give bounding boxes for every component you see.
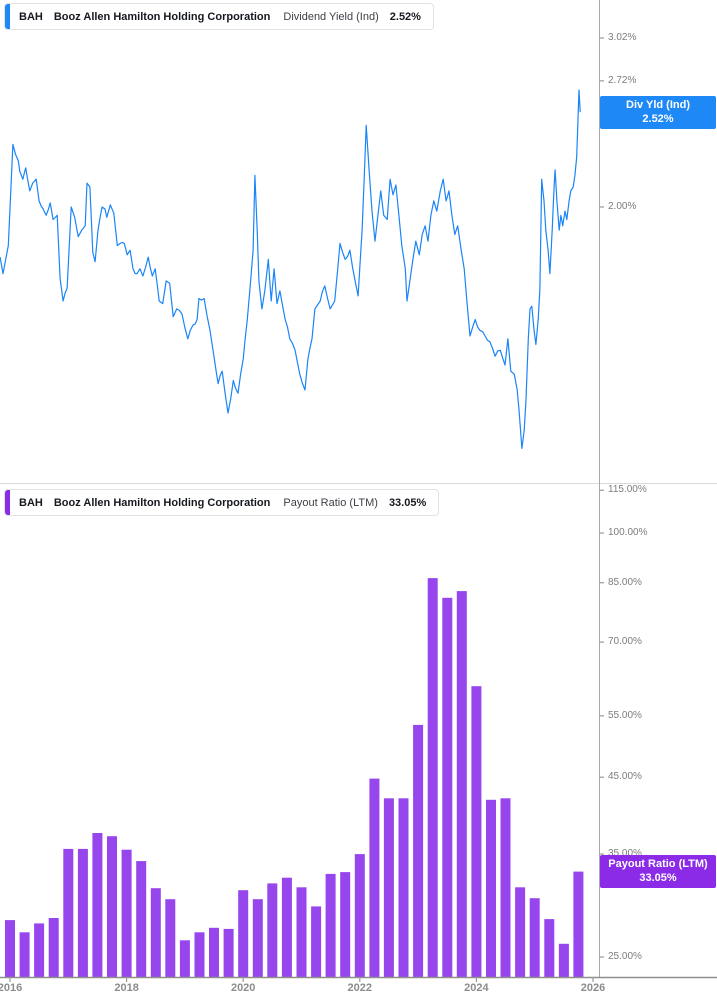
ticker-symbol: BAH bbox=[19, 10, 43, 23]
chart-legend-payout-ratio[interactable]: BAH Booz Allen Hamilton Holding Corporat… bbox=[4, 489, 440, 516]
payout-ratio-bar[interactable] bbox=[34, 923, 45, 977]
x-axis-label: 2020 bbox=[230, 982, 256, 994]
y-axis-label: 2.00% bbox=[608, 200, 637, 212]
y-axis-label: 45.00% bbox=[608, 771, 642, 783]
payout-ratio-bar[interactable] bbox=[573, 871, 584, 977]
payout-ratio-bar[interactable] bbox=[63, 848, 74, 977]
x-axis-label: 2018 bbox=[114, 982, 139, 994]
payout-ratio-bar[interactable] bbox=[354, 854, 365, 977]
y-axis-label: 35.00% bbox=[608, 848, 642, 860]
payout-ratio-bar[interactable] bbox=[544, 919, 555, 977]
metric-name: Payout Ratio (LTM) bbox=[283, 496, 378, 509]
payout-ratio-bar[interactable] bbox=[486, 799, 496, 977]
payout-ratio-bar[interactable] bbox=[500, 798, 511, 977]
payout-ratio-bar[interactable] bbox=[558, 943, 569, 977]
y-axis-label: 55.00% bbox=[608, 709, 642, 721]
x-axis-label: 2022 bbox=[347, 982, 373, 994]
payout-ratio-bar[interactable] bbox=[252, 899, 263, 977]
payout-ratio-bar[interactable] bbox=[121, 849, 132, 977]
tag-metric-label: Payout Ratio (LTM) bbox=[608, 858, 708, 871]
payout-ratio-bar[interactable] bbox=[194, 932, 205, 977]
payout-ratio-bar[interactable] bbox=[456, 591, 467, 977]
x-axis-label: 2016 bbox=[0, 982, 23, 994]
series-color-bar bbox=[5, 4, 10, 29]
tag-metric-label: Div Yld (Ind) bbox=[626, 98, 690, 111]
company-name: Booz Allen Hamilton Holding Corporation bbox=[53, 496, 271, 509]
payout-ratio-bar[interactable] bbox=[238, 890, 249, 977]
payout-ratio-bar[interactable] bbox=[369, 778, 380, 977]
payout-ratio-bar[interactable] bbox=[179, 940, 190, 977]
payout-ratio-bar[interactable] bbox=[107, 836, 117, 977]
payout-ratio-bar[interactable] bbox=[515, 887, 526, 977]
payout-ratio-bar[interactable] bbox=[5, 920, 15, 977]
y-axis-label: 85.00% bbox=[608, 576, 642, 588]
payout-ratio-bar[interactable] bbox=[340, 872, 351, 977]
payout-ratio-bar[interactable] bbox=[383, 798, 394, 977]
current-value-tag-div-yld[interactable]: Div Yld (Ind) 2.52% bbox=[600, 95, 716, 129]
ticker-symbol: BAH bbox=[19, 496, 43, 509]
y-axis-label: 3.02% bbox=[608, 31, 637, 43]
y-axis-label: 70.00% bbox=[608, 636, 642, 648]
chart-legend-dividend-yield[interactable]: BAH Booz Allen Hamilton Holding Corporat… bbox=[4, 3, 434, 30]
metric-value: 2.52% bbox=[389, 10, 421, 23]
x-axis-label: 2026 bbox=[580, 982, 606, 994]
y-axis-label: 25.00% bbox=[608, 950, 642, 962]
payout-ratio-bar[interactable] bbox=[529, 898, 540, 977]
y-axis-label: 115.00% bbox=[608, 484, 647, 496]
payout-ratio-bar[interactable] bbox=[267, 883, 278, 977]
payout-ratio-bar[interactable] bbox=[77, 848, 88, 977]
payout-ratio-bar[interactable] bbox=[223, 928, 234, 977]
payout-ratio-bar[interactable] bbox=[165, 899, 176, 977]
y-axis-label: 2.72% bbox=[608, 74, 637, 86]
payout-ratio-bar[interactable] bbox=[209, 927, 219, 977]
payout-ratio-bar[interactable] bbox=[442, 597, 453, 977]
dividend-yield-line bbox=[0, 89, 581, 449]
payout-ratio-bar[interactable] bbox=[92, 833, 103, 977]
payout-ratio-bar[interactable] bbox=[48, 918, 59, 977]
payout-ratio-bar[interactable] bbox=[19, 932, 30, 977]
current-value-tag-payout-ratio[interactable]: Payout Ratio (LTM) 33.05% bbox=[600, 855, 716, 889]
payout-ratio-bar[interactable] bbox=[427, 578, 438, 977]
tag-metric-value: 33.05% bbox=[639, 872, 677, 885]
metric-value: 33.05% bbox=[388, 496, 427, 509]
y-axis-label: 100.00% bbox=[608, 527, 648, 538]
tag-metric-value: 2.52% bbox=[642, 112, 674, 125]
payout-ratio-bar[interactable] bbox=[413, 724, 424, 977]
payout-ratio-bar[interactable] bbox=[136, 861, 147, 977]
series-color-bar bbox=[5, 490, 10, 515]
payout-ratio-bar[interactable] bbox=[150, 888, 161, 977]
metric-name: Dividend Yield (Ind) bbox=[283, 10, 379, 23]
payout-ratio-bar[interactable] bbox=[296, 887, 307, 977]
company-name: Booz Allen Hamilton Holding Corporation bbox=[53, 10, 271, 23]
payout-ratio-bar[interactable] bbox=[398, 798, 409, 977]
x-axis-label: 2024 bbox=[464, 982, 489, 994]
payout-ratio-bar[interactable] bbox=[311, 906, 322, 977]
payout-ratio-bar[interactable] bbox=[471, 686, 482, 977]
payout-ratio-bar[interactable] bbox=[281, 877, 292, 977]
payout-ratio-bar[interactable] bbox=[325, 873, 336, 977]
